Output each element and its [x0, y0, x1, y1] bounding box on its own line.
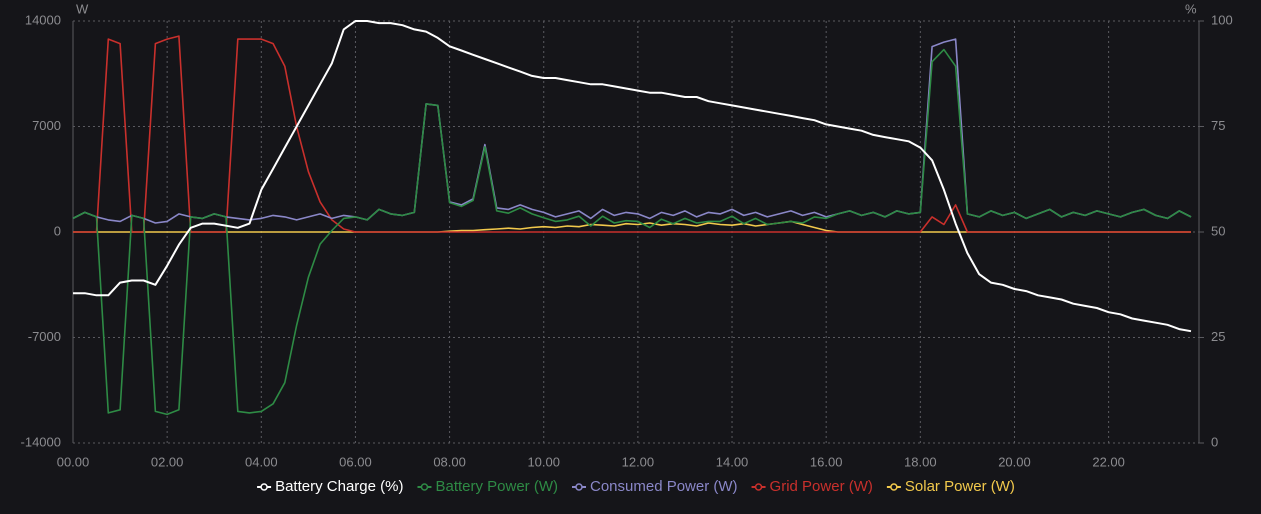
series-line: [73, 20, 1192, 333]
y2-tick-label: 25: [1211, 329, 1225, 344]
x-tick-label: 20.00: [998, 454, 1031, 469]
y-tick-label: -7000: [28, 329, 61, 344]
legend-marker: [890, 483, 898, 491]
legend-marker: [260, 483, 268, 491]
y-tick-label: 14000: [25, 12, 61, 27]
x-tick-label: 02.00: [151, 454, 184, 469]
legend-label: Solar Power (W): [905, 478, 1015, 495]
x-tick-label: 08.00: [433, 454, 466, 469]
y2-tick-label: 100: [1211, 12, 1233, 27]
x-tick-label: 00.00: [57, 454, 90, 469]
y2-tick-label: 50: [1211, 223, 1225, 238]
series-line: [73, 35, 1191, 233]
x-tick-label: 06.00: [339, 454, 372, 469]
y-axis-label: W: [76, 1, 89, 16]
x-tick-label: 04.00: [245, 454, 278, 469]
x-tick-label: 14.00: [716, 454, 749, 469]
y2-tick-label: 0: [1211, 434, 1218, 449]
legend-marker: [754, 483, 763, 491]
legend-label: Battery Charge (%): [275, 478, 403, 495]
y-tick-label: 7000: [32, 118, 61, 133]
y2-axis-label: %: [1185, 1, 1197, 16]
y-tick-label: -14000: [21, 434, 61, 449]
x-tick-label: 12.00: [622, 454, 655, 469]
series-line: [72, 48, 1192, 416]
legend-label: Consumed Power (W): [590, 478, 738, 495]
legend-marker: [420, 483, 429, 491]
legend-label: Grid Power (W): [770, 478, 873, 495]
x-tick-label: 10.00: [527, 454, 560, 469]
x-tick-label: 22.00: [1092, 454, 1125, 469]
x-tick-label: 18.00: [904, 454, 937, 469]
y2-tick-label: 75: [1211, 118, 1225, 133]
x-tick-label: 16.00: [810, 454, 843, 469]
y-tick-label: 0: [54, 223, 61, 238]
legend-marker: [575, 483, 583, 491]
legend-label: Battery Power (W): [435, 478, 558, 495]
